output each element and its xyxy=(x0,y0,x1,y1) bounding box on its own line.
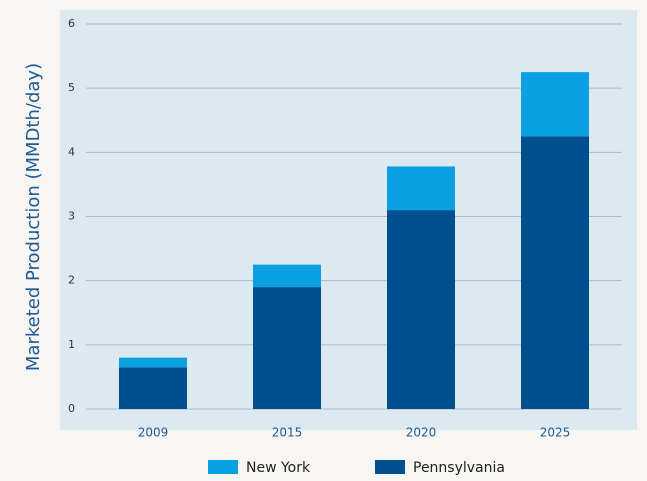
bar-segment xyxy=(253,287,321,409)
y-tick-label: 1 xyxy=(68,338,75,351)
legend-swatch xyxy=(208,460,238,474)
y-tick-label: 0 xyxy=(68,402,75,415)
bar-segment xyxy=(119,367,187,409)
x-tick-label: 2015 xyxy=(272,426,303,440)
y-axis-label: Marketed Production (MMDth/day) xyxy=(23,63,44,371)
y-tick-label: 6 xyxy=(68,17,75,30)
bar-segment xyxy=(119,357,187,368)
legend-label: New York xyxy=(246,460,311,476)
bar-segment xyxy=(387,166,455,211)
legend-swatch xyxy=(375,460,405,474)
y-tick-label: 3 xyxy=(68,210,75,223)
x-tick-label: 2020 xyxy=(406,426,437,440)
x-tick-label: 2025 xyxy=(540,426,571,440)
x-tick-label: 2009 xyxy=(138,426,169,440)
y-tick-label: 2 xyxy=(68,274,75,287)
bar-segment xyxy=(253,264,321,288)
bar-segment xyxy=(387,210,455,409)
legend-label: Pennsylvania xyxy=(413,460,505,476)
bar-segment xyxy=(521,72,589,137)
bar-segment xyxy=(521,136,589,409)
y-tick-label: 5 xyxy=(68,81,75,94)
y-tick-label: 4 xyxy=(68,145,75,158)
